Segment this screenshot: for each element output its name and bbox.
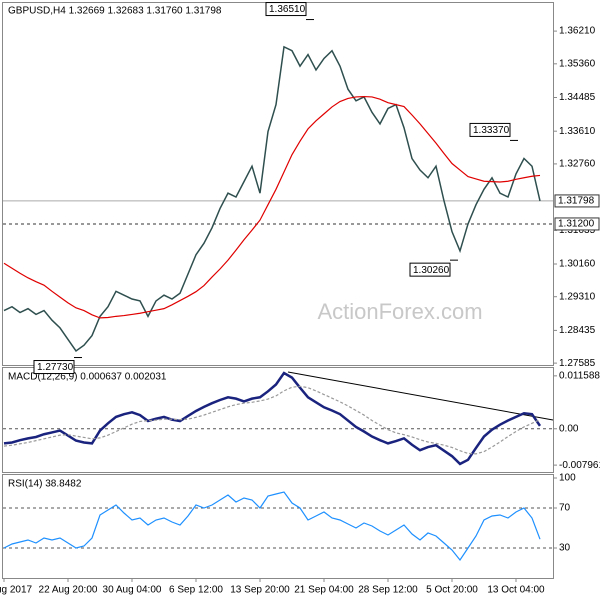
annotation-box [409, 262, 451, 277]
y-tick-label: 1.30160 [559, 259, 596, 270]
annotation-label: 1.27730 [37, 362, 74, 373]
price-box [554, 217, 600, 231]
y-tick-label: 0.011588 [559, 371, 600, 382]
x-tick-label: 5 Oct 20:00 [426, 585, 478, 596]
macd-panel [2, 367, 554, 473]
price-box-label: 1.31798 [558, 196, 595, 207]
trend-line [287, 371, 554, 421]
y-tick-label: 30 [559, 543, 571, 554]
y-tick-label: 1.34485 [559, 92, 596, 103]
watermark: ActionForex.com [317, 299, 482, 324]
x-tick-label: 30 Aug 04:00 [103, 585, 162, 596]
annotation-box [33, 360, 75, 375]
rsi-title: RSI(14) 38.8482 [8, 479, 82, 490]
price-box [554, 194, 600, 208]
annotation-label: 1.33370 [473, 125, 510, 136]
price-box-label: 1.31200 [558, 219, 595, 230]
series-line [3, 491, 541, 562]
chart-title: GBPUSD,H4 1.32669 1.32683 1.31760 1.3179… [8, 6, 222, 17]
series-line [3, 371, 542, 466]
y-tick-label: 1.36210 [559, 26, 596, 37]
y-tick-label: 1.32760 [559, 159, 596, 170]
series-line [3, 95, 541, 319]
x-tick-label: 13 Sep 20:00 [230, 585, 290, 596]
x-tick-label: 6 Sep 12:00 [169, 585, 223, 596]
annotation-label: 1.30260 [413, 265, 450, 276]
macd-title: MACD(12,26,9) 0.000637 0.002031 [8, 372, 167, 383]
y-tick-label: 1.33610 [559, 126, 596, 137]
rsi-panel [2, 474, 554, 579]
annotation-box [265, 2, 307, 17]
annotation-box [469, 122, 511, 137]
series-line [3, 385, 541, 455]
y-tick-label: 70 [559, 503, 571, 514]
x-tick-label: 21 Sep 04:00 [294, 585, 354, 596]
x-tick-label: 13 Oct 04:00 [487, 585, 545, 596]
y-tick-label: 1.28435 [559, 325, 596, 336]
y-tick-label: 1.29310 [559, 291, 596, 302]
x-tick-label: 22 Aug 20:00 [39, 585, 98, 596]
series-line [3, 45, 541, 353]
y-tick-label: 1.27585 [559, 358, 596, 369]
x-tick-label: 28 Sep 12:00 [358, 585, 418, 596]
y-tick-label: 100 [559, 473, 576, 484]
annotation-label: 1.36510 [269, 4, 306, 15]
y-tick-label: -0.007961 [559, 460, 600, 471]
y-tick-label: 1.35360 [559, 58, 596, 69]
y-tick-label: 0.00 [559, 423, 579, 434]
x-tick-label: 15 Aug 2017 [0, 585, 33, 596]
